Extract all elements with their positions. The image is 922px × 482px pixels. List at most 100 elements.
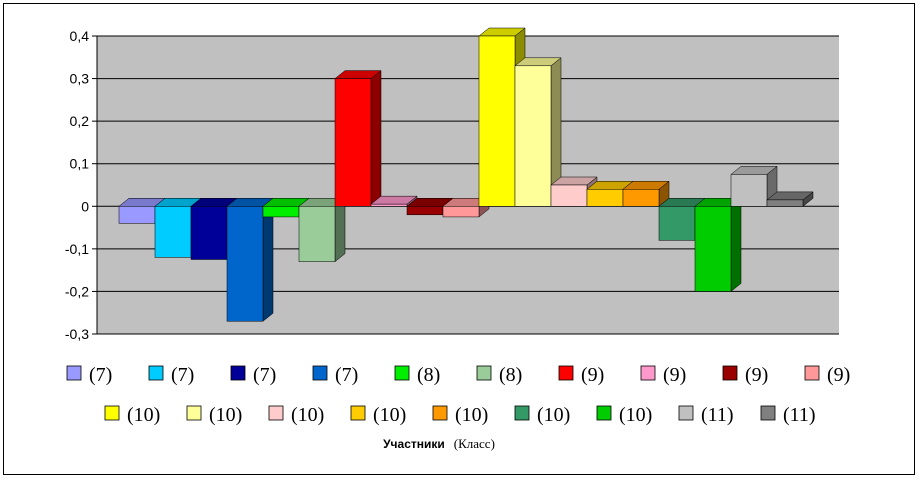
legend-item: (10)	[350, 404, 406, 426]
legend-label: (8)	[499, 364, 522, 386]
legend-label: (10)	[537, 404, 570, 426]
bar-front	[190, 206, 228, 260]
legend-label: (11)	[701, 404, 734, 426]
bar-front	[226, 206, 264, 322]
legend-item: (10)	[268, 404, 324, 426]
bar-front	[334, 78, 372, 207]
legend-swatch	[148, 365, 164, 381]
bar-chart: -0,3 -0,2 -0,1 0 0,1 0,2 0,3 0,4 (7) (7) (7) (7) (8…	[65, 27, 850, 452]
legend-swatch	[804, 365, 820, 381]
legend-label: (7)	[253, 364, 276, 386]
bar-side	[370, 70, 382, 207]
legend-swatch	[350, 405, 366, 421]
y-axis: -0,3 -0,2 -0,1 0 0,1 0,2 0,3 0,4	[65, 28, 98, 342]
legend-label: (10)	[209, 404, 242, 426]
chart-frame: -0,3 -0,2 -0,1 0 0,1 0,2 0,3 0,4 (7) (7) (7) (7) (8…	[3, 3, 915, 475]
bar-front	[622, 189, 660, 207]
bar-front	[694, 206, 732, 292]
bars	[118, 27, 814, 322]
x-axis-label: Участники (Класс)	[383, 435, 495, 452]
bar-front	[262, 206, 300, 218]
bar-front	[730, 174, 768, 207]
x-axis-label-normal: (Класс)	[454, 436, 495, 451]
legend-label: (8)	[417, 364, 440, 386]
legend-label: (10)	[619, 404, 652, 426]
bar	[334, 70, 382, 207]
y-tick-label: 0,1	[70, 156, 90, 172]
legend-label: (7)	[335, 364, 358, 386]
legend-swatch	[476, 365, 492, 381]
legend-swatch	[722, 365, 738, 381]
legend-item: (10)	[514, 404, 570, 426]
y-tick-label: -0,2	[65, 283, 89, 299]
legend-item: (9)	[804, 364, 850, 386]
legend-item: (9)	[558, 364, 604, 386]
bar	[622, 180, 670, 207]
legend-item: (8)	[476, 364, 522, 386]
legend-item: (7)	[66, 364, 112, 386]
legend-label: (10)	[291, 404, 324, 426]
legend-item: (10)	[186, 404, 242, 426]
legend-item: (9)	[722, 364, 768, 386]
legend-swatch	[394, 365, 410, 381]
bar-front	[154, 206, 192, 258]
legend-item: (7)	[148, 364, 194, 386]
legend-label: (10)	[373, 404, 406, 426]
legend-swatch	[104, 405, 120, 421]
y-tick-label: -0,1	[65, 241, 89, 257]
bar-side	[334, 197, 346, 263]
legend-item: (11)	[678, 404, 734, 426]
bar	[694, 197, 742, 292]
bar	[226, 197, 274, 322]
bar	[766, 191, 814, 207]
bar-front	[370, 203, 408, 207]
legend-item: (10)	[104, 404, 160, 426]
legend-swatch	[596, 405, 612, 421]
legend-swatch	[312, 365, 328, 381]
legend-item: (7)	[312, 364, 358, 386]
bar	[298, 197, 346, 263]
y-tick-label: 0	[81, 198, 89, 214]
legend-label: (9)	[663, 364, 686, 386]
bar	[514, 57, 562, 207]
legend-item: (7)	[230, 364, 276, 386]
legend-label: (9)	[745, 364, 768, 386]
y-tick-label: 0,4	[70, 28, 90, 44]
legend-label: (7)	[171, 364, 194, 386]
legend-label: (9)	[827, 364, 850, 386]
bar-front	[658, 206, 696, 241]
legend-label: (10)	[455, 404, 488, 426]
bar	[370, 195, 418, 207]
legend-swatch	[760, 405, 776, 421]
legend-label: (10)	[127, 404, 160, 426]
bar-front	[550, 184, 588, 207]
y-tick-label: 0,2	[70, 113, 90, 129]
legend-swatch	[66, 365, 82, 381]
bar-front	[118, 206, 156, 224]
bar-front	[514, 65, 552, 207]
bar-front	[406, 206, 444, 216]
legend-label: (7)	[89, 364, 112, 386]
legend-item: (9)	[640, 364, 686, 386]
bar-front	[586, 189, 624, 207]
legend-label: (11)	[783, 404, 816, 426]
bar-front	[298, 206, 336, 262]
legend-item: (10)	[432, 404, 488, 426]
legend-swatch	[268, 405, 284, 421]
legend-swatch	[558, 365, 574, 381]
legend-swatch	[230, 365, 246, 381]
bar-front	[478, 35, 516, 207]
bar-front	[766, 199, 804, 207]
bar-side	[730, 197, 742, 292]
legend-swatch	[640, 365, 656, 381]
legend-item: (8)	[394, 364, 440, 386]
legend-swatch	[678, 405, 694, 421]
bar-front	[442, 206, 480, 218]
legend-item: (11)	[760, 404, 816, 426]
legend-item: (10)	[596, 404, 652, 426]
legend-label: (9)	[581, 364, 604, 386]
legend-swatch	[432, 405, 448, 421]
x-axis-label-bold: Участники	[383, 437, 445, 451]
y-tick-label: -0,3	[65, 326, 89, 342]
legend-swatch	[514, 405, 530, 421]
